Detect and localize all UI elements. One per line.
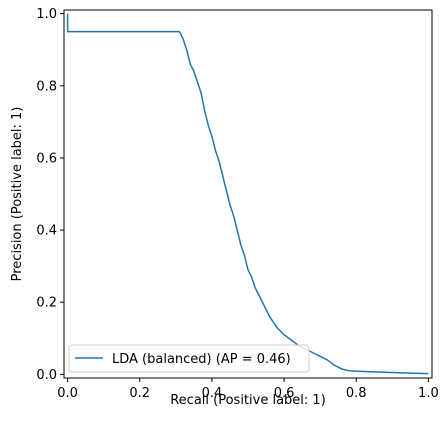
y-tick-label: 1.0: [36, 7, 57, 22]
x-tick-label: 0.6: [274, 386, 295, 401]
x-tick-label: 0.2: [129, 386, 150, 401]
legend-label: LDA (balanced) (AP = 0.46): [112, 352, 291, 367]
y-tick-label: 0.4: [36, 224, 57, 239]
x-tick-label: 0.0: [57, 386, 78, 401]
x-tick-label: 0.8: [346, 386, 367, 401]
series-line-0: [66, 13, 429, 375]
y-tick-label: 0.0: [36, 368, 57, 383]
legend: LDA (balanced) (AP = 0.46): [68, 344, 310, 373]
x-axis-ticks: 0.0 0.2 0.4 0.6 0.8 1.0: [57, 378, 439, 401]
plot-frame: [63, 9, 433, 379]
x-tick-label: 0.4: [202, 386, 223, 401]
y-tick-label: 0.8: [36, 79, 57, 94]
x-axis-label: Recall (Positive label: 1): [170, 393, 326, 408]
legend-box: [68, 344, 310, 373]
plot-lines: [66, 13, 429, 375]
y-tick-label: 0.6: [36, 151, 57, 166]
y-tick-label: 0.2: [36, 296, 57, 311]
x-tick-label: 1.0: [418, 386, 439, 401]
y-axis-label: Precision (Positive label: 1): [10, 107, 25, 282]
y-axis-ticks: 0.0 0.2 0.4 0.6 0.8 1.0: [36, 7, 64, 383]
